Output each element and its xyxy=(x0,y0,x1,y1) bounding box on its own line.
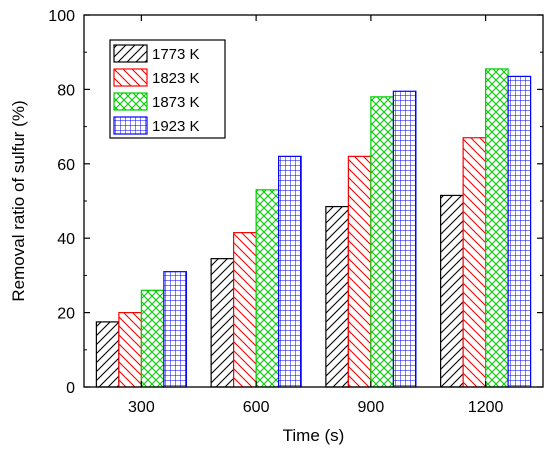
legend-swatch xyxy=(113,116,148,135)
legend-label: 1873 K xyxy=(152,94,200,111)
y-tick-label: 40 xyxy=(57,231,75,248)
bar-1923k-600 xyxy=(278,155,302,388)
bar-1823k-900 xyxy=(347,155,372,388)
legend-swatch xyxy=(113,92,148,111)
bar-1773k-1200 xyxy=(440,194,464,388)
bar-1923k-900 xyxy=(392,90,417,388)
legend-swatch xyxy=(113,68,148,87)
y-tick-label: 60 xyxy=(57,157,75,174)
bar-1773k-900 xyxy=(325,205,349,388)
x-axis-title: Time (s) xyxy=(283,426,345,445)
x-tick-label: 900 xyxy=(358,399,385,416)
bar-1873k-1200 xyxy=(485,68,509,388)
legend-label: 1773 K xyxy=(152,46,200,63)
bar-1923k-1200 xyxy=(507,75,532,388)
bar-1873k-300 xyxy=(140,289,165,388)
y-tick-label: 0 xyxy=(66,380,75,397)
x-tick-label: 300 xyxy=(128,399,155,416)
bar-1773k-600 xyxy=(210,258,235,388)
axes-group: 0 20 40 60 80 100 300 600 900 1200 xyxy=(48,8,544,416)
legend-label: 1823 K xyxy=(152,70,200,87)
bar-1923k-300 xyxy=(163,271,187,388)
bar-1823k-600 xyxy=(233,232,257,388)
bar-1823k-300 xyxy=(118,312,142,388)
legend-swatch xyxy=(113,44,148,63)
bar-1773k-300 xyxy=(95,321,120,388)
y-tick-label: 100 xyxy=(48,8,75,25)
bars-group xyxy=(95,68,532,388)
legend: 1773 K 1823 K 1873 K 1923 K xyxy=(109,39,226,139)
x-tick-label: 1200 xyxy=(468,399,504,416)
bar-1823k-1200 xyxy=(462,137,487,388)
y-tick-label: 20 xyxy=(57,306,75,323)
y-tick-label: 80 xyxy=(57,82,75,99)
bar-1873k-900 xyxy=(370,96,394,388)
x-tick-label: 600 xyxy=(243,399,270,416)
bar-1873k-600 xyxy=(255,189,280,388)
y-axis-title: Removal ratio of sulfur (%) xyxy=(9,100,28,301)
legend-label: 1923 K xyxy=(152,118,200,135)
